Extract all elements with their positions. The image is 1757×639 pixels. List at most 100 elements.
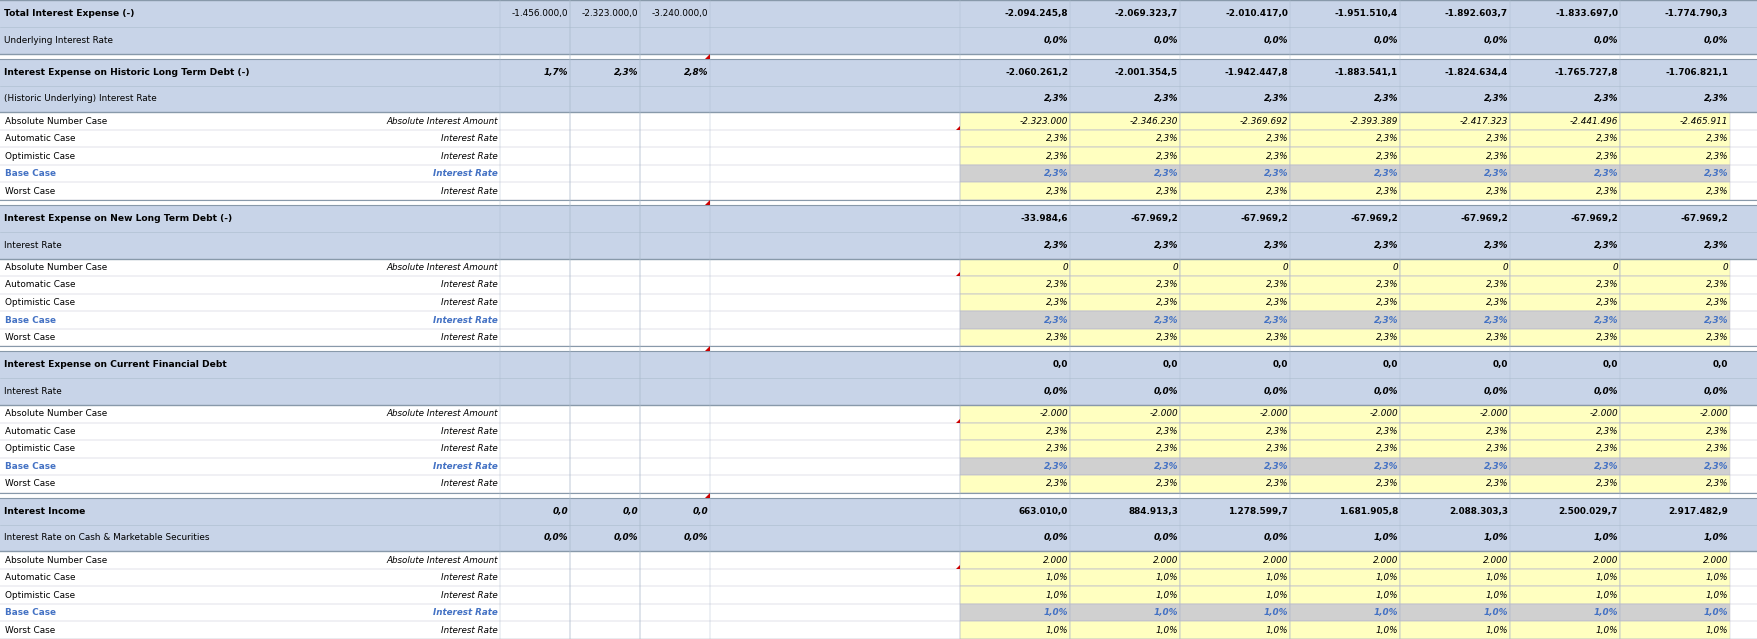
Text: -2.000: -2.000 [1260,410,1288,419]
Text: 2,3%: 2,3% [1706,187,1727,196]
Bar [1620,276,1731,294]
Text: -2.465.911: -2.465.911 [1680,116,1727,126]
Text: -67.969,2: -67.969,2 [1680,214,1727,223]
Text: 1,0%: 1,0% [1706,573,1727,582]
Bar [1620,294,1731,311]
Text: 2,3%: 2,3% [1045,479,1068,488]
Text: 2,3%: 2,3% [1156,333,1177,342]
Text: 2,3%: 2,3% [1704,169,1727,178]
Text: 1,0%: 1,0% [1156,573,1177,582]
Bar [1181,458,1290,475]
Text: 0,0: 0,0 [692,507,708,516]
Text: 2,3%: 2,3% [1265,333,1288,342]
Text: 2,3%: 2,3% [1704,241,1727,250]
Text: -1.833.697,0: -1.833.697,0 [1555,9,1618,18]
Bar [1400,475,1509,493]
Text: 2,3%: 2,3% [1485,151,1508,160]
Bar [1290,422,1400,440]
Text: 2,3%: 2,3% [1156,479,1177,488]
Bar [1070,311,1181,329]
Text: 2,8%: 2,8% [683,68,708,77]
Bar [959,458,1070,475]
Text: -2.010.417,0: -2.010.417,0 [1225,9,1288,18]
Text: 2,3%: 2,3% [1156,281,1177,289]
Text: 0,0: 0,0 [1602,360,1618,369]
Bar [1181,405,1290,422]
Bar [1070,458,1181,475]
Text: -2.060.261,2: -2.060.261,2 [1005,68,1068,77]
Bar [1070,422,1181,440]
Text: 2,3%: 2,3% [1595,427,1618,436]
Text: Interest Rate on Cash & Marketable Securities: Interest Rate on Cash & Marketable Secur… [4,534,209,543]
Text: 1,0%: 1,0% [1485,590,1508,599]
Text: 2,3%: 2,3% [1483,95,1508,104]
Text: 1,0%: 1,0% [1704,608,1727,617]
Text: Automatic Case: Automatic Case [5,281,76,289]
Bar [1620,569,1731,587]
Text: Base Case: Base Case [5,169,56,178]
Text: Absolute Interest Amount: Absolute Interest Amount [387,410,497,419]
Text: -1.706.821,1: -1.706.821,1 [1666,68,1727,77]
Text: 0,0%: 0,0% [1263,36,1288,45]
Text: 2,3%: 2,3% [1376,427,1399,436]
Bar [1070,587,1181,604]
Text: Base Case: Base Case [5,316,56,325]
Bar [1181,276,1290,294]
Text: -2.069.323,7: -2.069.323,7 [1114,9,1177,18]
Bar [1070,130,1181,148]
Text: 2,3%: 2,3% [1595,134,1618,143]
Text: 0,0%: 0,0% [1704,36,1727,45]
Text: 0: 0 [1283,263,1288,272]
Text: Automatic Case: Automatic Case [5,573,76,582]
Text: 2,3%: 2,3% [1265,479,1288,488]
Text: 0: 0 [1392,263,1399,272]
Bar [1509,148,1620,165]
Text: 2,3%: 2,3% [1594,95,1618,104]
Text: 2,3%: 2,3% [1263,95,1288,104]
Bar [1620,130,1731,148]
Bar [959,259,1070,276]
Text: 0,0%: 0,0% [1044,36,1068,45]
Text: 2,3%: 2,3% [1376,479,1399,488]
Bar [1400,311,1509,329]
Text: 0,0%: 0,0% [1044,387,1068,396]
Bar [1509,569,1620,587]
Text: 1,7%: 1,7% [543,68,568,77]
Bar [959,475,1070,493]
Text: 2,3%: 2,3% [1595,187,1618,196]
Bar [1181,182,1290,200]
Bar [959,440,1070,458]
Text: 2,3%: 2,3% [1156,444,1177,453]
Text: 2.000: 2.000 [1483,556,1508,565]
Text: 0,0: 0,0 [1163,360,1177,369]
Text: 0: 0 [1172,263,1177,272]
Text: 0,0%: 0,0% [1594,36,1618,45]
Bar [1290,587,1400,604]
Polygon shape [956,272,959,276]
Text: -1.765.727,8: -1.765.727,8 [1555,68,1618,77]
Text: Worst Case: Worst Case [5,187,54,196]
Bar [0,498,1757,551]
Text: 2,3%: 2,3% [1154,462,1177,471]
Bar [1290,311,1400,329]
Bar [1181,422,1290,440]
Text: 2,3%: 2,3% [1706,151,1727,160]
Text: 2,3%: 2,3% [1263,316,1288,325]
Bar [1290,112,1400,130]
Bar [1070,182,1181,200]
Text: -33.984,6: -33.984,6 [1021,214,1068,223]
Text: 2.000: 2.000 [1153,556,1177,565]
Text: 2,3%: 2,3% [1595,281,1618,289]
Bar [1400,587,1509,604]
Text: 0,0: 0,0 [1052,360,1068,369]
Text: 2,3%: 2,3% [1594,462,1618,471]
Text: 0,0%: 0,0% [1704,387,1727,396]
Text: Interest Rate: Interest Rate [441,151,497,160]
Bar [959,569,1070,587]
Text: 2,3%: 2,3% [1704,316,1727,325]
Text: 2,3%: 2,3% [1483,169,1508,178]
Text: 2,3%: 2,3% [1044,462,1068,471]
Text: 0,0: 0,0 [1383,360,1399,369]
Text: 0,0%: 0,0% [1154,534,1177,543]
Bar [1181,622,1290,639]
